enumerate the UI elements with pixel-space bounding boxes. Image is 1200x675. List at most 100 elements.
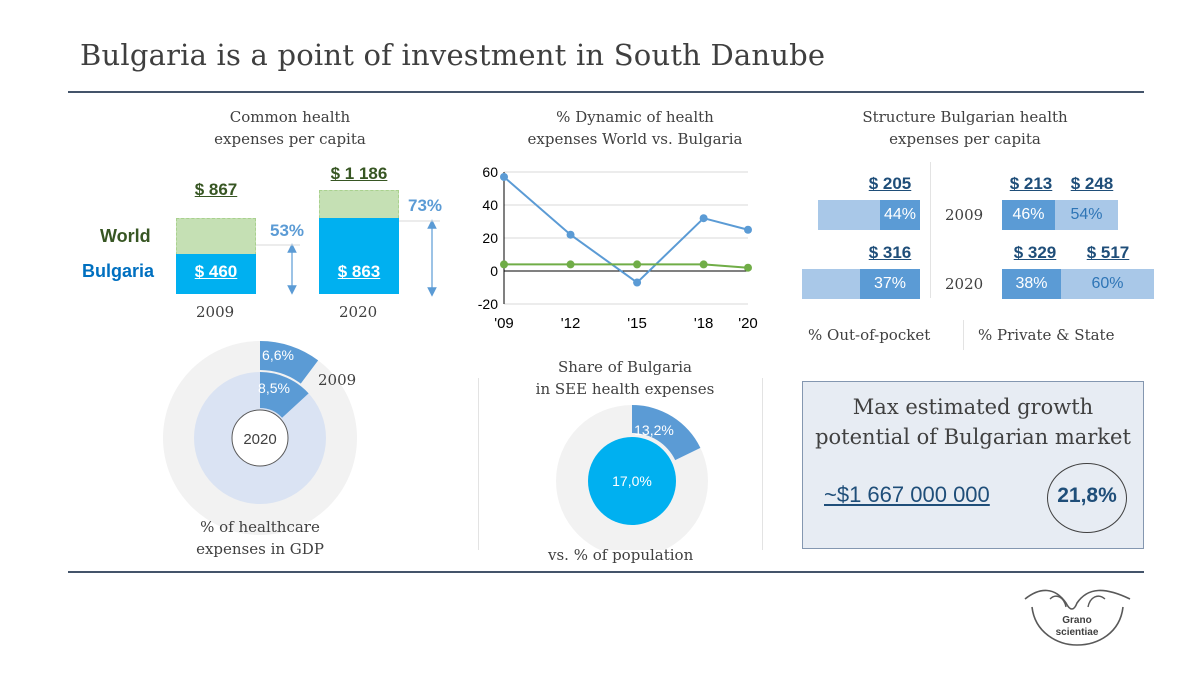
oop-share-2020: 37% (873, 275, 907, 292)
gdp-caption-line1: % of healthcare (200, 518, 320, 536)
gdp-slice-2020 (260, 372, 309, 418)
y-tick-label: -20 (478, 296, 498, 312)
data-point-world (699, 260, 708, 269)
y-tick-label: 60 (482, 164, 498, 180)
structure-year-2020: 2020 (945, 275, 984, 293)
data-point-bulgaria (699, 214, 708, 223)
x-tick-label: '20 (738, 315, 758, 332)
share-label-population: 17,0% (612, 473, 652, 489)
state-value-2020: $ 517 (1086, 243, 1130, 262)
bulgaria-value-2009: $ 460 (194, 262, 238, 281)
common-bar-chart (0, 0, 480, 330)
structure-title-line1: Structure Bulgarian health (862, 108, 1068, 126)
y-tick-label: 0 (490, 263, 498, 279)
state-share-2009: 54% (1070, 206, 1103, 223)
bar-bulgaria-2020 (319, 218, 399, 294)
data-point-bulgaria (500, 172, 508, 181)
x-tick-label: '15 (627, 315, 647, 332)
year-label-2009: 2009 (196, 303, 235, 321)
common-panel-title: Common health expenses per capita (170, 106, 410, 150)
growth-title-line1: Max estimated growth (852, 395, 1094, 419)
gdp-year-outer: 2009 (318, 371, 357, 389)
world-legend-label: World (100, 226, 151, 246)
oop-value-2020: $ 316 (868, 243, 912, 262)
private-share-2020: 38% (1015, 275, 1048, 292)
gdp-caption-line2: expenses in GDP (196, 540, 324, 558)
gdp-label-2009: 6,6% (262, 347, 294, 363)
page-title: Bulgaria is a point of investment in Sou… (80, 38, 826, 72)
gdp-slice-2009 (260, 341, 319, 384)
logo-wave-icon (1024, 589, 1131, 610)
growth-title: Max estimated growth potential of Bulgar… (802, 392, 1144, 452)
legend-out-of-pocket: % Out-of-pocket (808, 326, 931, 344)
common-title-line2: expenses per capita (214, 130, 366, 148)
share-title-line1: Share of Bulgaria (558, 358, 692, 376)
gdp-donut-chart: 6,6% 8,5% 2020 (163, 341, 357, 535)
y-tick-label: 20 (482, 230, 498, 246)
dynamic-title-line1: % Dynamic of health (556, 108, 714, 126)
private-value-2009: $ 213 (1009, 174, 1053, 193)
logo-text-line2: scientiae (1056, 627, 1099, 638)
state-value-2009: $ 248 (1070, 174, 1114, 193)
structure-title-line2: expenses per capita (889, 130, 1041, 148)
common-title-line1: Common health (229, 108, 351, 126)
gdp-year-inner: 2020 (243, 431, 276, 448)
legend-private-state: % Private & State (978, 326, 1115, 344)
data-point-bulgaria (633, 278, 642, 287)
private-segment-2009: 46% (1002, 200, 1055, 230)
state-share-2020: 60% (1091, 275, 1124, 292)
share-label-2020: 73% (407, 196, 443, 215)
state-segment-2020: 60% (1061, 269, 1154, 299)
private-value-2020: $ 329 (1013, 243, 1057, 262)
series-line-bulgaria (503, 176, 749, 284)
x-tick-label: '12 (561, 315, 581, 332)
bulgaria-legend-label: Bulgaria (82, 261, 155, 281)
growth-percent-circle (1047, 463, 1127, 533)
bottom-divider (68, 571, 1144, 573)
growth-amount: ~$1 667 000 000 (824, 482, 990, 507)
structure-year-2009: 2009 (945, 206, 984, 224)
dynamic-title-line2: expenses World vs. Bulgaria (527, 130, 743, 148)
grano-scientiae-logo: Grano scientiae (1024, 589, 1131, 646)
gdp-center (231, 409, 289, 467)
gdp-caption: % of healthcare expenses in GDP (160, 516, 360, 560)
oop-share-2009: 44% (883, 206, 917, 223)
y-tick-label: 40 (482, 197, 498, 213)
oop-value-2009: $ 205 (868, 174, 912, 193)
logo-inner-icon (1049, 595, 1106, 608)
year-label-2020: 2020 (339, 303, 378, 321)
panel-separator-2 (762, 378, 763, 550)
bar-bulgaria-2009 (176, 253, 256, 294)
share-slice-expenses (632, 405, 701, 461)
share-title-line2: in SEE health expenses (535, 380, 715, 398)
share-label-expenses: 13,2% (634, 422, 674, 438)
top-divider (68, 91, 1144, 93)
private-segment-2020: 38% (1002, 269, 1061, 299)
private-share-2009: 46% (1012, 206, 1045, 223)
logo-text-line1: Grano (1062, 615, 1091, 626)
legend-separator (963, 320, 964, 350)
share-arrows (256, 219, 440, 297)
series-line-world (504, 263, 749, 269)
x-tick-label: '09 (494, 315, 514, 332)
share-inner-disc (588, 437, 676, 525)
oop-segment-2009: 44% (880, 200, 920, 230)
state-segment-2009: 54% (1055, 200, 1118, 230)
data-point-bulgaria (744, 225, 752, 234)
oop-segment-2020: 37% (860, 269, 920, 299)
x-tick-label: '18 (694, 315, 714, 332)
dynamic-line-chart: -20 0 20 40 60 '09 '12 '15 '18 '20 (478, 164, 758, 332)
world-value-2009: $ 867 (194, 180, 238, 199)
gdp-label-2020: 8,5% (258, 380, 290, 396)
structure-separator (930, 162, 931, 298)
data-point-world (566, 260, 575, 269)
growth-percent: 21,8% (1057, 484, 1117, 507)
growth-title-line2: potential of Bulgarian market (815, 425, 1131, 449)
dynamic-panel-title: % Dynamic of health expenses World vs. B… (500, 106, 770, 150)
bulgaria-value-2020: $ 863 (337, 262, 381, 281)
share-panel-title: Share of Bulgaria in SEE health expenses (500, 356, 750, 400)
world-value-2020: $ 1 186 (330, 164, 388, 183)
data-point-world (744, 263, 752, 272)
share-donut-chart: 13,2% 17,0% (556, 405, 708, 550)
data-point-world (500, 260, 508, 269)
